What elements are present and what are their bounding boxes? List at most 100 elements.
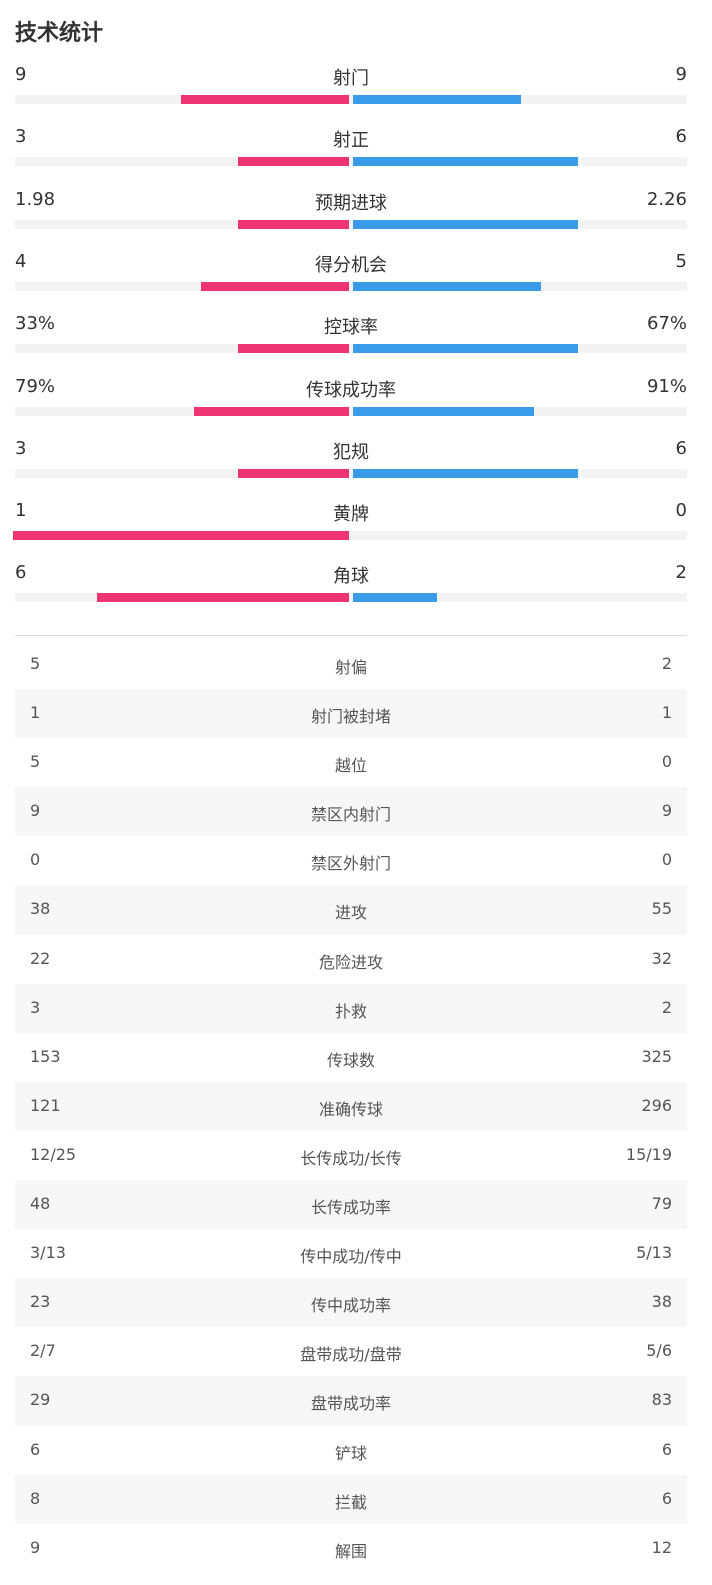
table-row: 3 扑救 2 — [15, 983, 687, 1033]
away-bar-fill — [353, 157, 579, 167]
stat-label: 控球率 — [324, 317, 378, 339]
bar-stat-row: 9 射门 9 — [15, 60, 687, 122]
away-value: 91% — [646, 375, 687, 397]
bar-stat-row: 1.98 预期进球 2.26 — [15, 185, 687, 247]
home-value: 5 — [30, 654, 41, 673]
stat-label: 解围 — [334, 1541, 367, 1561]
table-row: 121 准确传球 296 — [15, 1081, 687, 1131]
away-value: 38 — [651, 1292, 672, 1312]
away-value: 2.26 — [646, 188, 687, 210]
stat-label: 铲球 — [334, 1443, 367, 1463]
bar-stat-values: 9 射门 9 — [15, 60, 687, 94]
home-value: 153 — [30, 1046, 61, 1066]
bar-stat-row: 3 射正 6 — [15, 122, 687, 184]
stat-label: 危险进攻 — [318, 952, 383, 972]
away-value: 32 — [651, 948, 672, 968]
home-value: 9 — [30, 801, 41, 821]
away-value: 12 — [651, 1537, 672, 1557]
table-row: 3/13 传中成功/传中 5/13 — [15, 1229, 687, 1278]
bar-stat-row: 1 黄牌 0 — [13, 496, 687, 558]
stat-label: 拦截 — [334, 1492, 367, 1512]
home-value: 33% — [15, 313, 56, 335]
home-value: 1 — [15, 500, 27, 522]
home-value: 22 — [30, 948, 51, 968]
bar-stat-row: 3 犯规 6 — [15, 434, 687, 496]
table-row: 48 长传成功率 79 — [15, 1180, 687, 1230]
stat-label: 传球成功率 — [306, 379, 396, 401]
away-value: 9 — [675, 64, 687, 85]
away-value: 5/13 — [636, 1243, 672, 1263]
away-value: 0 — [661, 850, 672, 870]
home-bar-fill — [201, 281, 349, 291]
away-value: 5 — [675, 250, 687, 272]
bar-stat-row: 6 角球 2 — [15, 558, 687, 620]
home-bar-fill — [97, 593, 349, 603]
bar-stat-values: 1.98 预期进球 2.26 — [15, 185, 687, 219]
stat-label: 传中成功率 — [310, 1296, 391, 1316]
away-value: 2 — [661, 654, 672, 673]
stat-label: 盘带成功/盘带 — [300, 1345, 402, 1365]
stat-label: 射正 — [333, 130, 369, 152]
comparison-bar-track — [15, 157, 687, 167]
table-row: 9 禁区内射门 9 — [15, 787, 687, 837]
stat-label: 预期进球 — [315, 192, 387, 214]
stat-label: 角球 — [333, 566, 369, 588]
bar-stat-values: 33% 控球率 67% — [15, 309, 687, 343]
home-bar-fill — [238, 157, 349, 167]
table-row: 2/7 盘带成功/盘带 5/6 — [15, 1327, 687, 1376]
home-value: 5 — [30, 752, 41, 772]
away-bar-fill — [353, 281, 542, 291]
comparison-bar-track — [13, 531, 687, 541]
away-value: 296 — [641, 1095, 672, 1115]
stats-table: 5 射偏 2 1 射门被封堵 1 5 越位 0 9 禁区内射门 9 0 禁区外射门 0 38 进攻 55 22 危险进… — [15, 640, 687, 1573]
stat-label: 黄牌 — [333, 504, 369, 526]
home-value: 3 — [15, 126, 27, 148]
home-value: 1.98 — [15, 188, 56, 210]
home-value: 23 — [30, 1292, 51, 1312]
table-row: 5 射偏 2 — [15, 640, 687, 689]
home-value: 6 — [15, 562, 27, 584]
away-value: 6 — [675, 126, 687, 148]
away-value: 6 — [675, 437, 687, 459]
comparison-bar-track — [15, 468, 687, 478]
away-bar-fill — [353, 468, 579, 478]
home-bar-fill — [238, 468, 349, 478]
bar-stat-row: 79% 传球成功率 91% — [15, 372, 687, 434]
table-row: 0 禁区外射门 0 — [15, 836, 687, 885]
table-row: 6 铲球 6 — [15, 1426, 687, 1475]
comparison-bar-track — [15, 406, 687, 416]
stat-label: 传中成功/传中 — [300, 1247, 402, 1267]
home-bar-fill — [238, 344, 349, 354]
table-row: 12/25 长传成功/长传 15/19 — [15, 1131, 687, 1180]
home-value: 8 — [30, 1488, 41, 1508]
home-value: 6 — [30, 1439, 41, 1459]
stat-label: 射门 — [333, 68, 369, 89]
stat-label: 长传成功率 — [310, 1198, 391, 1218]
away-value: 6 — [661, 1488, 672, 1508]
stat-label: 长传成功/长传 — [300, 1148, 402, 1168]
home-value: 79% — [15, 375, 56, 397]
away-value: 1 — [661, 703, 672, 723]
away-value: 15/19 — [625, 1144, 672, 1164]
comparison-bar-track — [15, 281, 687, 291]
away-value: 2 — [675, 562, 687, 584]
comparison-bar-track — [15, 95, 687, 104]
bar-stat-values: 3 射正 6 — [15, 122, 687, 156]
bar-stat-values: 79% 传球成功率 91% — [15, 372, 687, 406]
comparison-bar-track — [15, 593, 687, 603]
table-row: 1 射门被封堵 1 — [15, 689, 687, 739]
away-value: 79 — [651, 1194, 672, 1214]
stat-label: 射偏 — [334, 658, 367, 677]
away-value: 55 — [651, 899, 672, 919]
comparison-bar-track — [15, 344, 687, 354]
table-row: 9 解围 12 — [15, 1524, 687, 1573]
bar-stat-values: 4 得分机会 5 — [15, 247, 687, 281]
away-value: 0 — [661, 752, 672, 772]
home-value: 0 — [30, 850, 41, 870]
stat-label: 射门被封堵 — [310, 707, 391, 727]
away-bar-fill — [353, 95, 521, 104]
stat-label: 传球数 — [326, 1050, 375, 1070]
table-row: 22 危险进攻 32 — [15, 935, 687, 984]
home-value: 12/25 — [30, 1144, 77, 1164]
